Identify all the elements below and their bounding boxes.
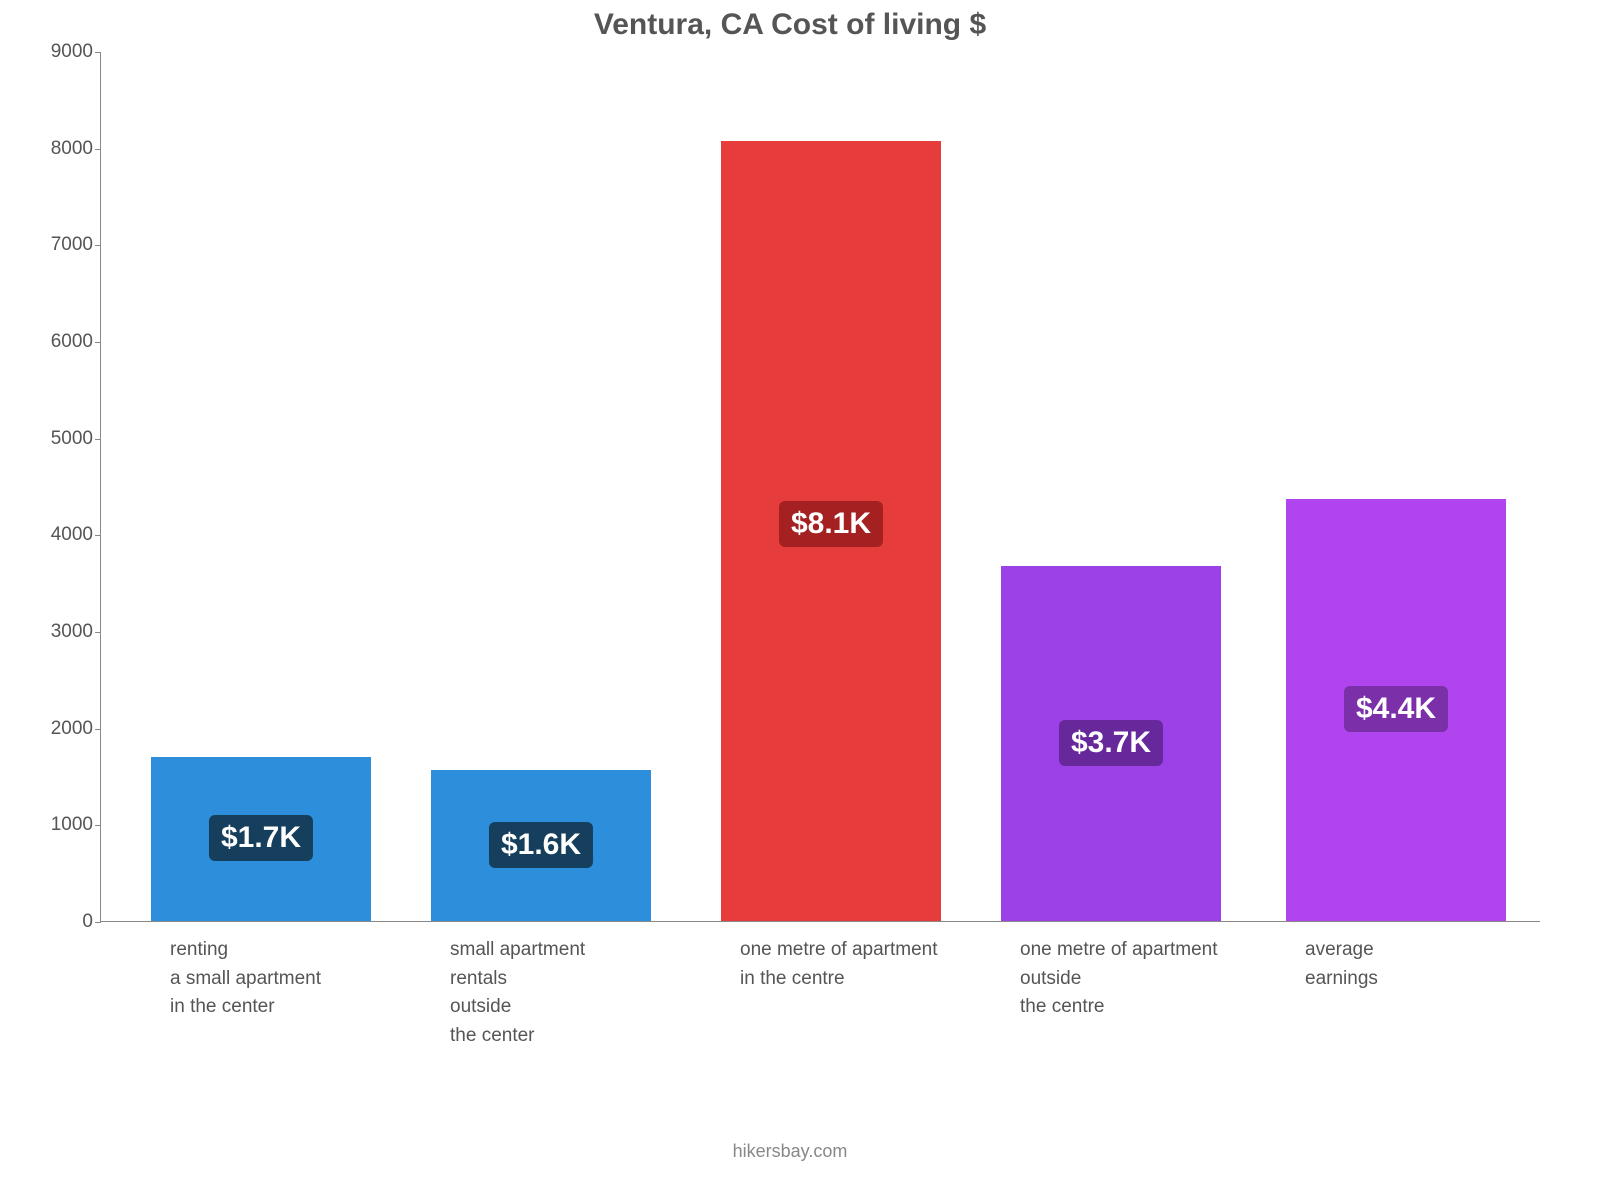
bar-value-label: $4.4K bbox=[1344, 686, 1448, 732]
y-tick-mark bbox=[95, 729, 101, 730]
y-tick-label: 8000 bbox=[41, 138, 93, 160]
chart-credit: hikersbay.com bbox=[20, 1141, 1560, 1162]
bar: $4.4K bbox=[1286, 499, 1506, 921]
y-tick-mark bbox=[95, 149, 101, 150]
y-tick-mark bbox=[95, 52, 101, 53]
y-tick-label: 1000 bbox=[41, 814, 93, 836]
y-tick-mark bbox=[95, 632, 101, 633]
y-tick-label: 4000 bbox=[41, 524, 93, 546]
x-axis-label: one metre of apartment outside the centr… bbox=[1020, 936, 1218, 1022]
y-tick-label: 6000 bbox=[41, 331, 93, 353]
y-tick-label: 5000 bbox=[41, 428, 93, 450]
y-tick-mark bbox=[95, 342, 101, 343]
y-tick-label: 0 bbox=[41, 911, 93, 933]
chart-title: Ventura, CA Cost of living $ bbox=[20, 8, 1560, 42]
cost-of-living-chart: Ventura, CA Cost of living $ $1.7K$1.6K$… bbox=[20, 0, 1560, 1180]
bar-value-label: $8.1K bbox=[779, 501, 883, 547]
x-axis-label: one metre of apartment in the centre bbox=[740, 936, 938, 993]
y-tick-label: 9000 bbox=[41, 41, 93, 63]
x-axis-label: renting a small apartment in the center bbox=[170, 936, 321, 1022]
y-tick-mark bbox=[95, 439, 101, 440]
y-tick-mark bbox=[95, 245, 101, 246]
y-tick-label: 3000 bbox=[41, 621, 93, 643]
bar-value-label: $3.7K bbox=[1059, 720, 1163, 766]
y-tick-mark bbox=[95, 922, 101, 923]
x-axis-label: small apartment rentals outside the cent… bbox=[450, 936, 585, 1050]
x-axis-label: average earnings bbox=[1305, 936, 1378, 993]
y-tick-label: 2000 bbox=[41, 718, 93, 740]
bar: $8.1K bbox=[721, 141, 941, 921]
bars-container: $1.7K $1.6K $8.1K $3.7K $4.4K bbox=[101, 52, 1540, 921]
bar-value-label: $1.7K bbox=[209, 815, 313, 861]
bar: $1.7K bbox=[151, 757, 371, 921]
y-tick-label: 7000 bbox=[41, 234, 93, 256]
x-axis-labels: renting a small apartment in the center s… bbox=[100, 936, 1540, 1106]
y-tick-mark bbox=[95, 535, 101, 536]
plot-area: $1.7K$1.6K$8.1K$3.7K$4.4K 01000200030004… bbox=[100, 52, 1540, 922]
bar: $1.6K bbox=[431, 770, 651, 921]
bar: $3.7K bbox=[1001, 566, 1221, 921]
y-tick-mark bbox=[95, 825, 101, 826]
bar-value-label: $1.6K bbox=[489, 822, 593, 868]
